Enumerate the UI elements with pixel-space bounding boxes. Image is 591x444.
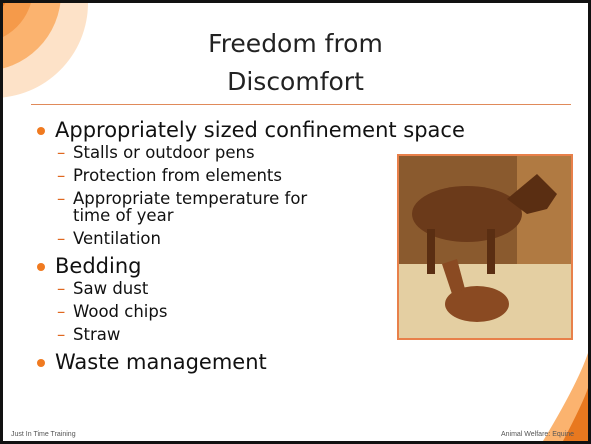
bullet: Waste management (37, 349, 577, 376)
rule (31, 104, 571, 105)
sub-bullet: Appropriate temperature for time of year (57, 190, 323, 224)
slide: Freedom fromDiscomfort Appropriately siz… (0, 0, 591, 444)
bullet: Appropriately sized confinement space (37, 117, 577, 144)
footer-left: Just In Time Training (11, 431, 76, 438)
sub-bullet: Straw (57, 326, 323, 343)
sub-bullet: Stalls or outdoor pens (57, 144, 323, 161)
sub-bullet: Saw dust (57, 280, 323, 297)
sub-bullet: Ventilation (57, 230, 323, 247)
title-line: Discomfort (3, 63, 588, 101)
footer-right: Animal Welfare: Equine (501, 431, 574, 438)
title-line: Freedom from (3, 25, 588, 63)
sub-bullet: Protection from elements (57, 167, 323, 184)
sub-bullet: Wood chips (57, 303, 323, 320)
photo (397, 154, 573, 340)
